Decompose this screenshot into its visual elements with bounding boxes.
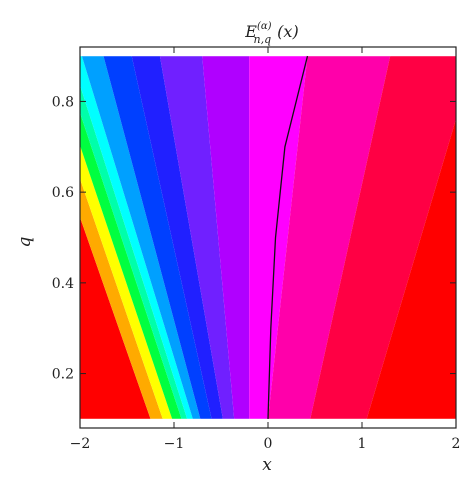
x-tick-label-4: 2	[452, 436, 461, 452]
zero-contour-line	[267, 55, 309, 419]
chart-title-suffix: (x)	[277, 22, 299, 41]
chart-title-main: E	[244, 22, 257, 41]
contour-band-3	[80, 112, 182, 419]
x-axis: −2 −1 0 1 2	[70, 47, 461, 452]
chart-title: E(α) n,q (x)	[244, 21, 298, 46]
contour-band-11	[249, 56, 308, 419]
contour-band-1	[80, 178, 163, 419]
contour-band-9	[159, 56, 235, 419]
contour-band-4	[80, 85, 188, 419]
contour-band-7	[103, 56, 212, 419]
chart-title-subscript: n,q	[254, 33, 272, 46]
contour-field	[80, 56, 456, 419]
contour-band-8	[131, 56, 223, 419]
x-axis-label: x	[262, 455, 272, 475]
contour-band-10	[202, 56, 250, 419]
x-tick-label-2: 0	[264, 436, 273, 452]
y-axis: 0.2 0.4 0.6 0.8	[52, 94, 456, 383]
y-tick-label-2: 0.6	[52, 185, 74, 201]
contour-band-13	[310, 56, 456, 419]
chart-title-superscript: (α)	[257, 21, 272, 32]
x-tick-label-3: 1	[358, 436, 367, 452]
contour-band-12	[268, 56, 391, 419]
x-tick-label-0: −2	[70, 436, 91, 452]
y-axis-label: q	[15, 236, 35, 247]
zero-contour-layer	[267, 55, 309, 419]
contour-band-14	[366, 119, 456, 419]
contour-band-6	[81, 56, 201, 419]
y-tick-label-0: 0.2	[52, 367, 74, 383]
contour-band-5	[80, 56, 193, 419]
x-tick-label-1: −1	[164, 436, 185, 452]
y-tick-label-3: 0.8	[52, 94, 74, 110]
y-tick-label-1: 0.4	[52, 276, 74, 292]
